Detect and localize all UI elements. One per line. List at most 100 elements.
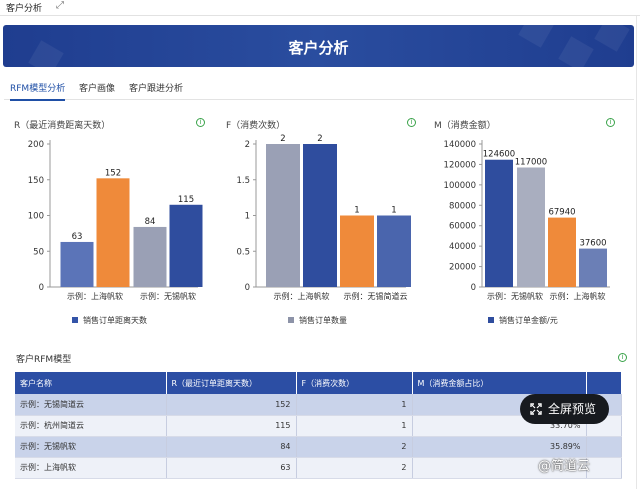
bar-value-label: 84 <box>145 217 156 227</box>
right-edge <box>636 16 640 489</box>
bar-value-label: 117000 <box>515 157 547 167</box>
y-tick-label: 100000 <box>444 181 476 191</box>
chart-f-legend: 销售订单数量 <box>288 315 347 326</box>
bar <box>377 215 411 287</box>
rfm-table: 客户名称 R（最近订单距离天数） F（消费次数） M（消费金额占比） 示例：无锡… <box>15 372 622 479</box>
legend-label: 销售订单距离天数 <box>83 316 147 325</box>
x-tick-label: 示例：上海帆软 <box>274 291 330 301</box>
y-tick-label: 1 <box>245 212 250 222</box>
bar-value-label: 63 <box>72 232 83 242</box>
column-header[interactable]: F（消费次数） <box>296 372 413 394</box>
bar-value-label: 152 <box>105 168 121 178</box>
bar-value-label: 124600 <box>483 150 515 160</box>
section-title: 客户RFM模型 <box>16 355 72 365</box>
cell-extra <box>586 436 622 458</box>
y-tick-label: 1.5 <box>236 176 250 186</box>
header-banner: 客户分析 <box>3 25 634 67</box>
cell-f: 1 <box>296 415 413 437</box>
column-header[interactable]: R（最近订单距离天数） <box>166 372 297 394</box>
legend-label: 销售订单金额/元 <box>499 316 558 325</box>
tab-rfm[interactable]: RFM模型分析 <box>10 81 66 101</box>
chart-m-title: M（消费金额） <box>434 121 496 131</box>
top-bar: 客户分析 ⤢ <box>0 0 640 16</box>
cell-f: 2 <box>296 436 413 458</box>
tab-bar: RFM模型分析 客户画像 客户跟进分析 <box>4 76 634 101</box>
y-tick-label: 0 <box>39 283 44 293</box>
fullscreen-icon <box>530 403 542 415</box>
bar-value-label: 2 <box>317 134 322 144</box>
table-header-row: 客户名称 R（最近订单距离天数） F（消费次数） M（消费金额占比） <box>15 372 622 394</box>
x-tick-label: 示例：无锡简道云 <box>344 291 408 301</box>
y-tick-label: 50 <box>33 247 44 257</box>
cell-r: 152 <box>166 394 297 416</box>
y-tick-label: 0.5 <box>236 247 250 257</box>
x-tick-label: 示例：无锡帆软 <box>487 291 543 301</box>
table-row[interactable]: 示例：上海帆软 63 2 <box>15 457 622 479</box>
legend-swatch <box>288 317 294 323</box>
tab-profile[interactable]: 客户画像 <box>79 84 116 94</box>
column-header[interactable]: M（消费金额占比） <box>412 372 587 394</box>
y-tick-label: 2 <box>245 140 250 150</box>
cell-customer: 示例：无锡简道云 <box>15 394 167 416</box>
info-icon[interactable]: i <box>606 118 615 127</box>
bar-value-label: 2 <box>280 134 285 144</box>
info-icon[interactable]: i <box>407 118 416 127</box>
chart-f-title: F（消费次数） <box>226 121 286 131</box>
bar-value-label: 115 <box>178 195 194 205</box>
info-icon[interactable]: i <box>196 118 205 127</box>
banner-title: 客户分析 <box>288 39 349 57</box>
cell-customer: 示例：上海帆软 <box>15 457 167 479</box>
x-tick-label: 示例：无锡帆软 <box>140 291 196 301</box>
cell-customer: 示例：无锡帆软 <box>15 436 167 458</box>
info-icon[interactable]: i <box>618 353 627 362</box>
cell-f: 1 <box>296 394 413 416</box>
cell-r: 63 <box>166 457 297 479</box>
chart-r-title: R（最近消费距离天数） <box>14 121 111 131</box>
bar <box>517 167 545 287</box>
watermark-text: @简道云 <box>538 459 591 474</box>
legend-swatch <box>488 317 494 323</box>
bar-value-label: 37600 <box>579 239 606 249</box>
tab-followup[interactable]: 客户跟进分析 <box>129 84 184 94</box>
fullscreen-label: 全屏预览 <box>548 402 597 416</box>
fullscreen-preview-button[interactable]: 全屏预览 <box>520 394 609 424</box>
bar <box>133 226 167 287</box>
bar-value-label: 67940 <box>548 208 575 218</box>
chart-r: 0 50 100 150 200 63 152 84 115 示例：上海帆软 示例：无锡帆软 <box>28 140 203 301</box>
column-header[interactable]: 客户名称 <box>15 372 167 394</box>
bar-value-label: 1 <box>391 206 396 216</box>
chart-m-legend: 销售订单金额/元 <box>488 315 558 326</box>
table-row[interactable]: 示例：无锡帆软 84 2 35.89% <box>15 436 622 458</box>
bar <box>548 217 576 287</box>
y-tick-label: 20000 <box>449 263 476 273</box>
bar <box>340 215 374 287</box>
bar <box>579 248 607 287</box>
y-tick-label: 200 <box>28 140 44 150</box>
cell-r: 115 <box>166 415 297 437</box>
y-tick-label: 100 <box>28 212 44 222</box>
x-tick-label: 示例：上海帆软 <box>550 291 606 301</box>
bar <box>266 144 300 287</box>
cell-m: 35.89% <box>412 436 587 458</box>
bar <box>60 241 94 287</box>
cell-m <box>412 457 587 479</box>
bar <box>485 159 513 287</box>
column-header <box>586 372 622 394</box>
legend-swatch <box>72 317 78 323</box>
y-tick-label: 0 <box>245 283 250 293</box>
chart-r-legend: 销售订单距离天数 <box>72 315 147 326</box>
cell-customer: 示例：杭州简道云 <box>15 415 167 437</box>
bar-value-label: 1 <box>354 206 359 216</box>
bar <box>96 178 130 287</box>
bar <box>303 144 337 287</box>
chart-f: 0 0.5 1 1.5 2 2 2 1 1 示例：上海帆软 示例：无锡简道云 <box>236 134 411 301</box>
y-tick-label: 40000 <box>449 242 476 252</box>
y-tick-label: 80000 <box>449 201 476 211</box>
expand-icon[interactable]: ⤢ <box>56 0 64 11</box>
y-tick-label: 140000 <box>444 140 476 150</box>
cell-f: 2 <box>296 457 413 479</box>
cell-r: 84 <box>166 436 297 458</box>
y-tick-label: 60000 <box>449 222 476 232</box>
x-tick-label: 示例：上海帆软 <box>67 291 123 301</box>
y-tick-label: 0 <box>471 283 476 293</box>
